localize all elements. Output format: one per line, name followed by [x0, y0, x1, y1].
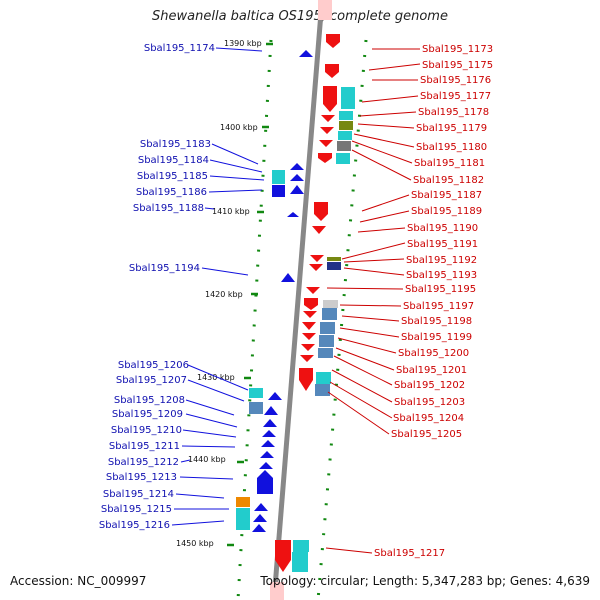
- gene-label: Sbal195_1217: [374, 548, 445, 559]
- gene-label: Sbal195_1197: [403, 301, 474, 312]
- gene-label: Sbal195_1175: [422, 60, 493, 71]
- gene-arrow: [309, 255, 324, 271]
- gene-label: Sbal195_1213: [106, 472, 177, 483]
- gene-label: Sbal195_1198: [401, 316, 472, 327]
- reverse-strand-features: [252, 50, 313, 532]
- gene-label: Sbal195_1179: [416, 123, 487, 134]
- kbp-label: 1420 kbp: [205, 290, 243, 299]
- gene-label: Sbal195_1204: [393, 413, 464, 424]
- gene-arrow: [268, 392, 282, 400]
- gene-label: Sbal195_1186: [136, 187, 207, 198]
- gene-label: Sbal195_1191: [407, 239, 478, 250]
- accession-text: Accession: NC_009997: [10, 574, 147, 588]
- gene-label: Sbal195_1188: [133, 203, 204, 214]
- gene-arrow: [325, 64, 339, 78]
- gene-label: Sbal195_1210: [111, 425, 182, 436]
- kbp-label: 1400 kbp: [220, 123, 258, 132]
- gene-label: Sbal195_1193: [406, 270, 477, 281]
- gene-label: Sbal195_1173: [422, 44, 493, 55]
- gene-label: Sbal195_1181: [414, 158, 485, 169]
- genome-summary-text: Topology: circular; Length: 5,347,283 bp…: [260, 574, 590, 588]
- gene-box: [272, 185, 285, 197]
- backbone-highlight: [270, 582, 284, 600]
- backbone-highlight: [318, 0, 332, 20]
- gene-label: Sbal195_1202: [394, 380, 465, 391]
- kbp-ticks: [227, 42, 273, 547]
- gene-label: Sbal195_1199: [401, 332, 472, 343]
- gene-labels-right: Sbal195_1173 Sbal195_1175 Sbal195_1176 S…: [374, 44, 493, 559]
- gene-label: Sbal195_1177: [420, 91, 491, 102]
- gene-label: Sbal195_1208: [114, 395, 185, 406]
- gene-arrow: [287, 212, 299, 217]
- genome-backbone: [271, 0, 325, 600]
- gene-label: Sbal195_1207: [116, 375, 187, 386]
- gene-label: Sbal195_1189: [411, 206, 482, 217]
- forward-strand-features: [275, 34, 340, 572]
- kbp-label: 1450 kbp: [176, 539, 214, 548]
- gene-arrow: [323, 86, 337, 112]
- gene-label: Sbal195_1184: [138, 155, 209, 166]
- gene-label: Sbal195_1206: [118, 360, 189, 371]
- gene-label: Sbal195_1194: [129, 263, 200, 274]
- gene-arrow: [281, 273, 295, 282]
- gene-label: Sbal195_1174: [144, 43, 215, 54]
- gene-label: Sbal195_1192: [406, 255, 477, 266]
- gene-label: Sbal195_1203: [394, 397, 465, 408]
- gene-label: Sbal195_1209: [112, 409, 183, 420]
- gene-label: Sbal195_1185: [137, 171, 208, 182]
- gene-arrow: [257, 470, 273, 494]
- gene-arrow: [290, 163, 304, 194]
- gene-label: Sbal195_1180: [416, 142, 487, 153]
- gene-arrow: [275, 540, 291, 572]
- leader-lines-left: [171, 47, 265, 526]
- map-title: Shewanella baltica OS195, complete genom…: [152, 9, 448, 24]
- reverse-strand-colored: [236, 170, 285, 530]
- gene-label: Sbal195_1212: [108, 457, 179, 468]
- gene-arrow: [299, 50, 313, 57]
- kbp-label: 1410 kbp: [212, 207, 250, 216]
- gene-label: Sbal195_1195: [405, 284, 476, 295]
- gene-labels-left: Sbal195_1174 Sbal195_1183 Sbal195_1184 S…: [99, 43, 215, 531]
- gene-label: Sbal195_1182: [413, 175, 484, 186]
- gene-label: Sbal195_1211: [109, 441, 180, 452]
- gene-label: Sbal195_1187: [411, 190, 482, 201]
- gene-arrow: [318, 115, 335, 163]
- gene-arrow: [299, 298, 318, 391]
- gene-label: Sbal195_1201: [396, 365, 467, 376]
- gene-arrow: [326, 34, 340, 48]
- gene-arrow: [314, 202, 328, 221]
- forward-strand-colored: [292, 87, 355, 572]
- gene-arrow: [252, 503, 268, 532]
- gene-label: Sbal195_1215: [101, 504, 172, 515]
- gene-arrow: [306, 287, 320, 294]
- kbp-label: 1430 kbp: [197, 373, 235, 382]
- gene-label: Sbal195_1176: [420, 75, 491, 86]
- gene-arrow: [259, 406, 278, 469]
- gene-label: Sbal195_1216: [99, 520, 170, 531]
- gene-arrow: [312, 226, 326, 234]
- gene-label: Sbal195_1190: [407, 223, 478, 234]
- leader-lines-right: [325, 48, 421, 554]
- kbp-label: 1440 kbp: [188, 455, 226, 464]
- gene-label: Sbal195_1183: [140, 139, 211, 150]
- kbp-labels: 1390 kbp 1400 kbp 1410 kbp 1420 kbp 1430…: [176, 39, 262, 548]
- gene-label: Sbal195_1205: [391, 429, 462, 440]
- gene-label: Sbal195_1214: [103, 489, 174, 500]
- gene-label: Sbal195_1200: [398, 348, 469, 359]
- gene-label: Sbal195_1178: [418, 107, 489, 118]
- kbp-label: 1390 kbp: [224, 39, 262, 48]
